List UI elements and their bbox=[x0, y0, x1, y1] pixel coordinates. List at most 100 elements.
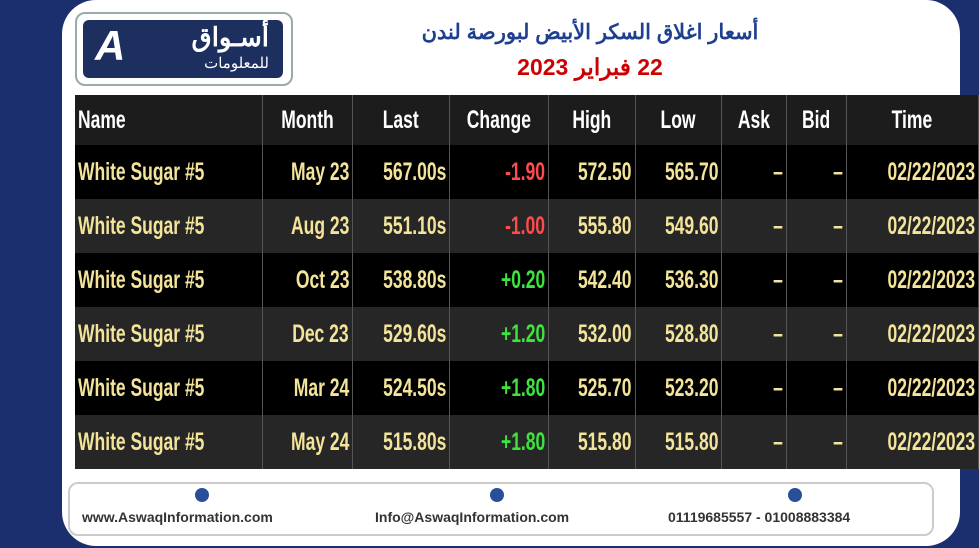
cell: 528.80 bbox=[635, 307, 723, 361]
cell-text: May 23 bbox=[290, 157, 349, 186]
title: أسعار اغلاق السكر الأبيض لبورصة لندن bbox=[421, 21, 759, 44]
cell: – bbox=[721, 145, 788, 199]
cell: Oct 23 bbox=[262, 253, 353, 307]
cell-text: Low bbox=[660, 105, 696, 134]
cell: – bbox=[721, 199, 788, 253]
cell-text: White Sugar #5 bbox=[78, 211, 205, 240]
cell-text: 536.30 bbox=[664, 265, 719, 294]
footer: www.AswaqInformation.com Info@AswaqInfor… bbox=[68, 482, 934, 536]
logo-mark bbox=[83, 20, 283, 78]
cell: – bbox=[786, 253, 847, 307]
column-header: Time bbox=[846, 95, 979, 145]
cell-text: -1.00 bbox=[505, 211, 546, 240]
price-table: Name Month Last Change High Low Ask Bid Time Whit… bbox=[75, 95, 979, 469]
logo: A أسـواق للمعلومات bbox=[75, 12, 293, 86]
table-row: White Sugar #5 May 23 567.00s -1.90 572.50 56… bbox=[75, 145, 979, 199]
web-icon bbox=[195, 488, 209, 502]
logo-name: أسـواق bbox=[191, 22, 269, 52]
date: 22 فبراير 2023 bbox=[517, 54, 663, 80]
column-header: High bbox=[548, 95, 636, 145]
cell-text: 551.10s bbox=[383, 211, 447, 240]
column-header: Name bbox=[75, 95, 263, 145]
cell: 02/22/2023 bbox=[846, 307, 979, 361]
website: www.AswaqInformation.com bbox=[82, 509, 273, 525]
cell: – bbox=[721, 361, 788, 415]
cell-text: 555.80 bbox=[578, 211, 632, 240]
cell: 02/22/2023 bbox=[846, 253, 979, 307]
cell-text: 565.70 bbox=[664, 157, 719, 186]
cell-text: – bbox=[773, 157, 784, 186]
column-header: Last bbox=[352, 95, 451, 145]
cell: 538.80s bbox=[352, 253, 451, 307]
cell-text: – bbox=[773, 373, 784, 402]
header-row: Name Month Last Change High Low Ask Bid Time bbox=[75, 95, 979, 145]
cell-text: 567.00s bbox=[383, 157, 447, 186]
cell-text: – bbox=[773, 265, 784, 294]
cell: +1.80 bbox=[449, 361, 550, 415]
cell: May 23 bbox=[262, 145, 353, 199]
cell-text: 515.80s bbox=[383, 427, 447, 456]
cell-text: +0.20 bbox=[500, 265, 546, 294]
cell: 567.00s bbox=[352, 145, 451, 199]
cell: 515.80s bbox=[352, 415, 451, 469]
cell-text: 529.60s bbox=[383, 319, 447, 348]
cell: 551.10s bbox=[352, 199, 451, 253]
cell-text: Month bbox=[281, 105, 334, 134]
cell: 529.60s bbox=[352, 307, 451, 361]
cell: 02/22/2023 bbox=[846, 415, 979, 469]
cell-text: White Sugar #5 bbox=[78, 373, 205, 402]
cell-text: +1.20 bbox=[500, 319, 546, 348]
cell-text: 02/22/2023 bbox=[887, 373, 975, 402]
cell: – bbox=[721, 253, 788, 307]
cell-text: 532.00 bbox=[578, 319, 632, 348]
cell-text: -1.90 bbox=[505, 157, 546, 186]
cell-text: Mar 24 bbox=[293, 373, 349, 402]
cell-text: 02/22/2023 bbox=[887, 319, 975, 348]
column-header: Low bbox=[635, 95, 723, 145]
cell-text: Bid bbox=[802, 105, 831, 134]
cell-text: – bbox=[833, 157, 843, 186]
logo-subtitle: للمعلومات bbox=[204, 55, 269, 72]
phone: 01119685557 - 01008883384 bbox=[668, 509, 851, 525]
cell: +1.80 bbox=[449, 415, 550, 469]
cell-text: 02/22/2023 bbox=[887, 211, 975, 240]
cell: – bbox=[721, 307, 788, 361]
cell: +1.20 bbox=[449, 307, 550, 361]
cell: White Sugar #5 bbox=[75, 415, 263, 469]
email: Info@AswaqInformation.com bbox=[375, 509, 570, 525]
cell: +0.20 bbox=[449, 253, 550, 307]
cell: 536.30 bbox=[635, 253, 723, 307]
cell-text: – bbox=[833, 427, 843, 456]
cell-text: Dec 23 bbox=[292, 319, 349, 348]
cell-text: – bbox=[773, 319, 784, 348]
cell-text: – bbox=[773, 211, 784, 240]
cell-text: Change bbox=[467, 105, 532, 134]
cell: 02/22/2023 bbox=[846, 145, 979, 199]
table-row: White Sugar #5 Aug 23 551.10s -1.00 555.80 54… bbox=[75, 199, 979, 253]
cell: – bbox=[786, 307, 847, 361]
cell: 524.50s bbox=[352, 361, 451, 415]
table-row: White Sugar #5 Mar 24 524.50s +1.80 525.70 52… bbox=[75, 361, 979, 415]
cell-text: 523.20 bbox=[664, 373, 719, 402]
cell: White Sugar #5 bbox=[75, 199, 263, 253]
cell: – bbox=[786, 361, 847, 415]
column-header: Month bbox=[262, 95, 353, 145]
cell: 515.80 bbox=[548, 415, 636, 469]
table-row: White Sugar #5 Oct 23 538.80s +0.20 542.40 53… bbox=[75, 253, 979, 307]
cell-text: 542.40 bbox=[578, 265, 632, 294]
table-row: White Sugar #5 May 24 515.80s +1.80 515.80 51… bbox=[75, 415, 979, 469]
cell: Dec 23 bbox=[262, 307, 353, 361]
cell: White Sugar #5 bbox=[75, 145, 263, 199]
cell-text: +1.80 bbox=[500, 373, 546, 402]
cell-text: Last bbox=[383, 105, 420, 134]
table-row: White Sugar #5 Dec 23 529.60s +1.20 532.00 52… bbox=[75, 307, 979, 361]
cell: White Sugar #5 bbox=[75, 253, 263, 307]
cell: 572.50 bbox=[548, 145, 636, 199]
cell: 515.80 bbox=[635, 415, 723, 469]
cell-text: Time bbox=[892, 105, 933, 134]
cell-text: 02/22/2023 bbox=[887, 157, 975, 186]
cell: White Sugar #5 bbox=[75, 307, 263, 361]
cell-text: Name bbox=[78, 105, 126, 134]
cell-text: 515.80 bbox=[664, 427, 719, 456]
